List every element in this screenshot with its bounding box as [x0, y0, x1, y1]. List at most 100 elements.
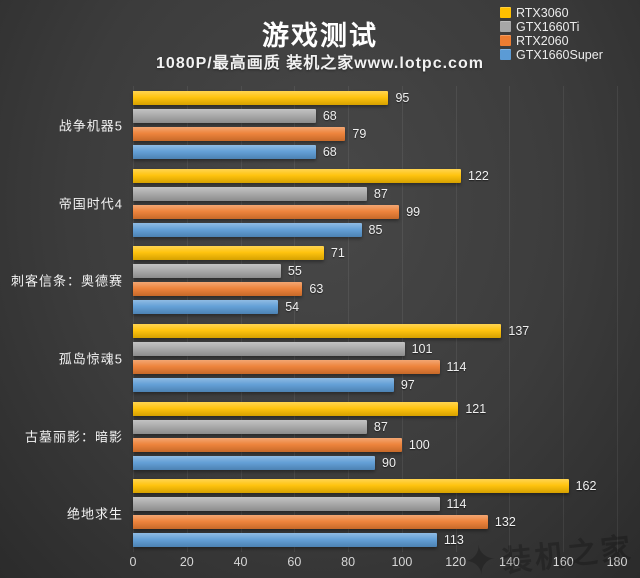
bar-value-label: 114 — [446, 497, 467, 512]
legend-label: RTX3060 — [516, 5, 569, 20]
category-label: 帝国时代4 — [58, 196, 123, 211]
bar-row: 87 — [133, 186, 617, 201]
bar-group: 刺客信条：奥德赛 71 55 63 54 — [11, 241, 617, 319]
bar-row: 100 — [133, 437, 617, 452]
bar-gtx1660ti — [133, 186, 367, 201]
x-tick-label: 100 — [391, 555, 413, 569]
bar-value-label: 68 — [322, 108, 337, 123]
bar-value-label: 162 — [575, 479, 597, 494]
x-tick-label: 60 — [287, 555, 302, 569]
bar-rtx2060 — [133, 126, 346, 141]
bar-row: 97 — [133, 377, 617, 392]
bar-rtx3060 — [133, 323, 502, 338]
legend-swatch — [500, 7, 511, 18]
gridline — [133, 86, 134, 552]
bar-rtx3060 — [133, 168, 462, 183]
bar-rtx3060 — [133, 90, 389, 105]
bar-row: 63 — [133, 282, 617, 297]
bar-value-label: 113 — [443, 533, 464, 548]
bar-row: 95 — [133, 90, 617, 105]
legend-swatch — [500, 21, 511, 32]
legend-item-gtx1660ti: GTX1660Ti — [500, 20, 603, 34]
bar-row: 99 — [133, 204, 617, 219]
bar-gtx1660ti — [133, 264, 281, 279]
bar-row: 79 — [133, 126, 617, 141]
legend-swatch — [500, 49, 511, 60]
bar-gtx1660super — [133, 377, 394, 392]
legend-item-rtx2060: RTX2060 — [500, 33, 603, 48]
bar-row: 122 — [133, 168, 617, 183]
bar-group: 孤岛惊魂5 137 101 114 97 — [59, 319, 617, 397]
bar-value-label: 63 — [309, 282, 324, 297]
bar-rtx2060 — [133, 204, 400, 219]
category-label: 绝地求生 — [66, 506, 123, 522]
legend-swatch — [500, 35, 511, 46]
chart-title: 游戏测试 — [262, 21, 378, 51]
x-tick-label: 80 — [341, 555, 356, 569]
bar-value-label: 100 — [408, 437, 430, 452]
bar-row: 85 — [133, 222, 617, 237]
gridline — [348, 86, 350, 552]
gridline — [455, 86, 457, 552]
x-tick-label: 0 — [129, 555, 137, 569]
bar-gtx1660ti — [133, 497, 440, 512]
gridline — [294, 86, 296, 552]
bar-row: 90 — [133, 455, 617, 470]
bar-row: 114 — [133, 497, 617, 512]
x-tick-label: 160 — [552, 555, 574, 569]
bar-value-label: 132 — [494, 515, 516, 530]
bar-row: 121 — [133, 401, 617, 416]
bar-group: 古墓丽影：暗影 121 87 100 90 — [25, 397, 617, 475]
bar-groups: 战争机器5 95 68 79 68 帝国时代4 122 87 99 85 刺客信条：奥德赛 71 55 6… — [11, 86, 617, 552]
bar-gtx1660super — [133, 533, 437, 548]
gridline — [186, 86, 188, 552]
bar-row: 101 — [133, 341, 617, 356]
x-axis: 0 20 40 60 80 100 120 140 160 180 — [129, 555, 628, 571]
bar-group: 战争机器5 95 68 79 68 — [59, 86, 617, 164]
bar-value-label: 101 — [411, 341, 433, 356]
bar-value-label: 85 — [368, 222, 383, 237]
legend-item-gtx1660super: GTX1660Super — [500, 48, 603, 62]
bar-gtx1660super — [133, 222, 362, 237]
gridline — [509, 86, 511, 552]
legend: RTX3060 GTX1660Ti RTX2060 GTX1660Super — [500, 5, 603, 62]
bar-value-label: 54 — [285, 300, 300, 315]
bar-rtx2060 — [133, 282, 303, 297]
bar-rtx3060 — [133, 246, 324, 261]
x-tick-label: 140 — [499, 555, 520, 569]
bar-value-label: 90 — [382, 455, 396, 470]
bar-row: 113 — [133, 533, 617, 548]
bar-value-label: 87 — [373, 419, 388, 434]
bar-gtx1660ti — [133, 341, 405, 356]
bar-rtx3060 — [133, 401, 459, 416]
category-label: 孤岛惊魂5 — [58, 351, 123, 367]
bar-rtx3060 — [133, 479, 569, 494]
bar-row: 114 — [133, 359, 617, 374]
bar-value-label: 97 — [400, 377, 415, 392]
bar-row: 162 — [133, 479, 617, 494]
bar-gtx1660ti — [133, 419, 367, 434]
bar-gtx1660super — [133, 144, 316, 159]
bar-rtx2060 — [133, 359, 440, 374]
category-label: 刺客信条：奥德赛 — [10, 273, 123, 289]
bar-row: 55 — [133, 264, 617, 279]
bar-row: 68 — [133, 108, 617, 123]
bar-value-label: 137 — [508, 323, 530, 338]
bar-value-label: 55 — [287, 264, 302, 279]
bar-row: 68 — [133, 144, 617, 159]
gridline — [617, 86, 618, 552]
chart-subtitle: 1080P/最高画质 装机之家www.lotpc.com — [156, 55, 484, 72]
gridline — [240, 86, 242, 552]
gridline — [563, 86, 565, 552]
bar-gtx1660super — [133, 455, 375, 470]
legend-item-rtx3060: RTX3060 — [500, 5, 603, 20]
legend-label: RTX2060 — [516, 33, 569, 48]
x-tick-label: 20 — [179, 555, 194, 569]
bar-row: 54 — [133, 300, 617, 315]
bar-value-label: 99 — [406, 204, 421, 219]
bar-value-label: 79 — [352, 126, 367, 141]
category-label: 古墓丽影：暗影 — [24, 429, 123, 445]
x-tick-label: 120 — [445, 555, 467, 569]
bar-value-label: 122 — [468, 168, 489, 183]
bar-rtx2060 — [133, 515, 488, 530]
